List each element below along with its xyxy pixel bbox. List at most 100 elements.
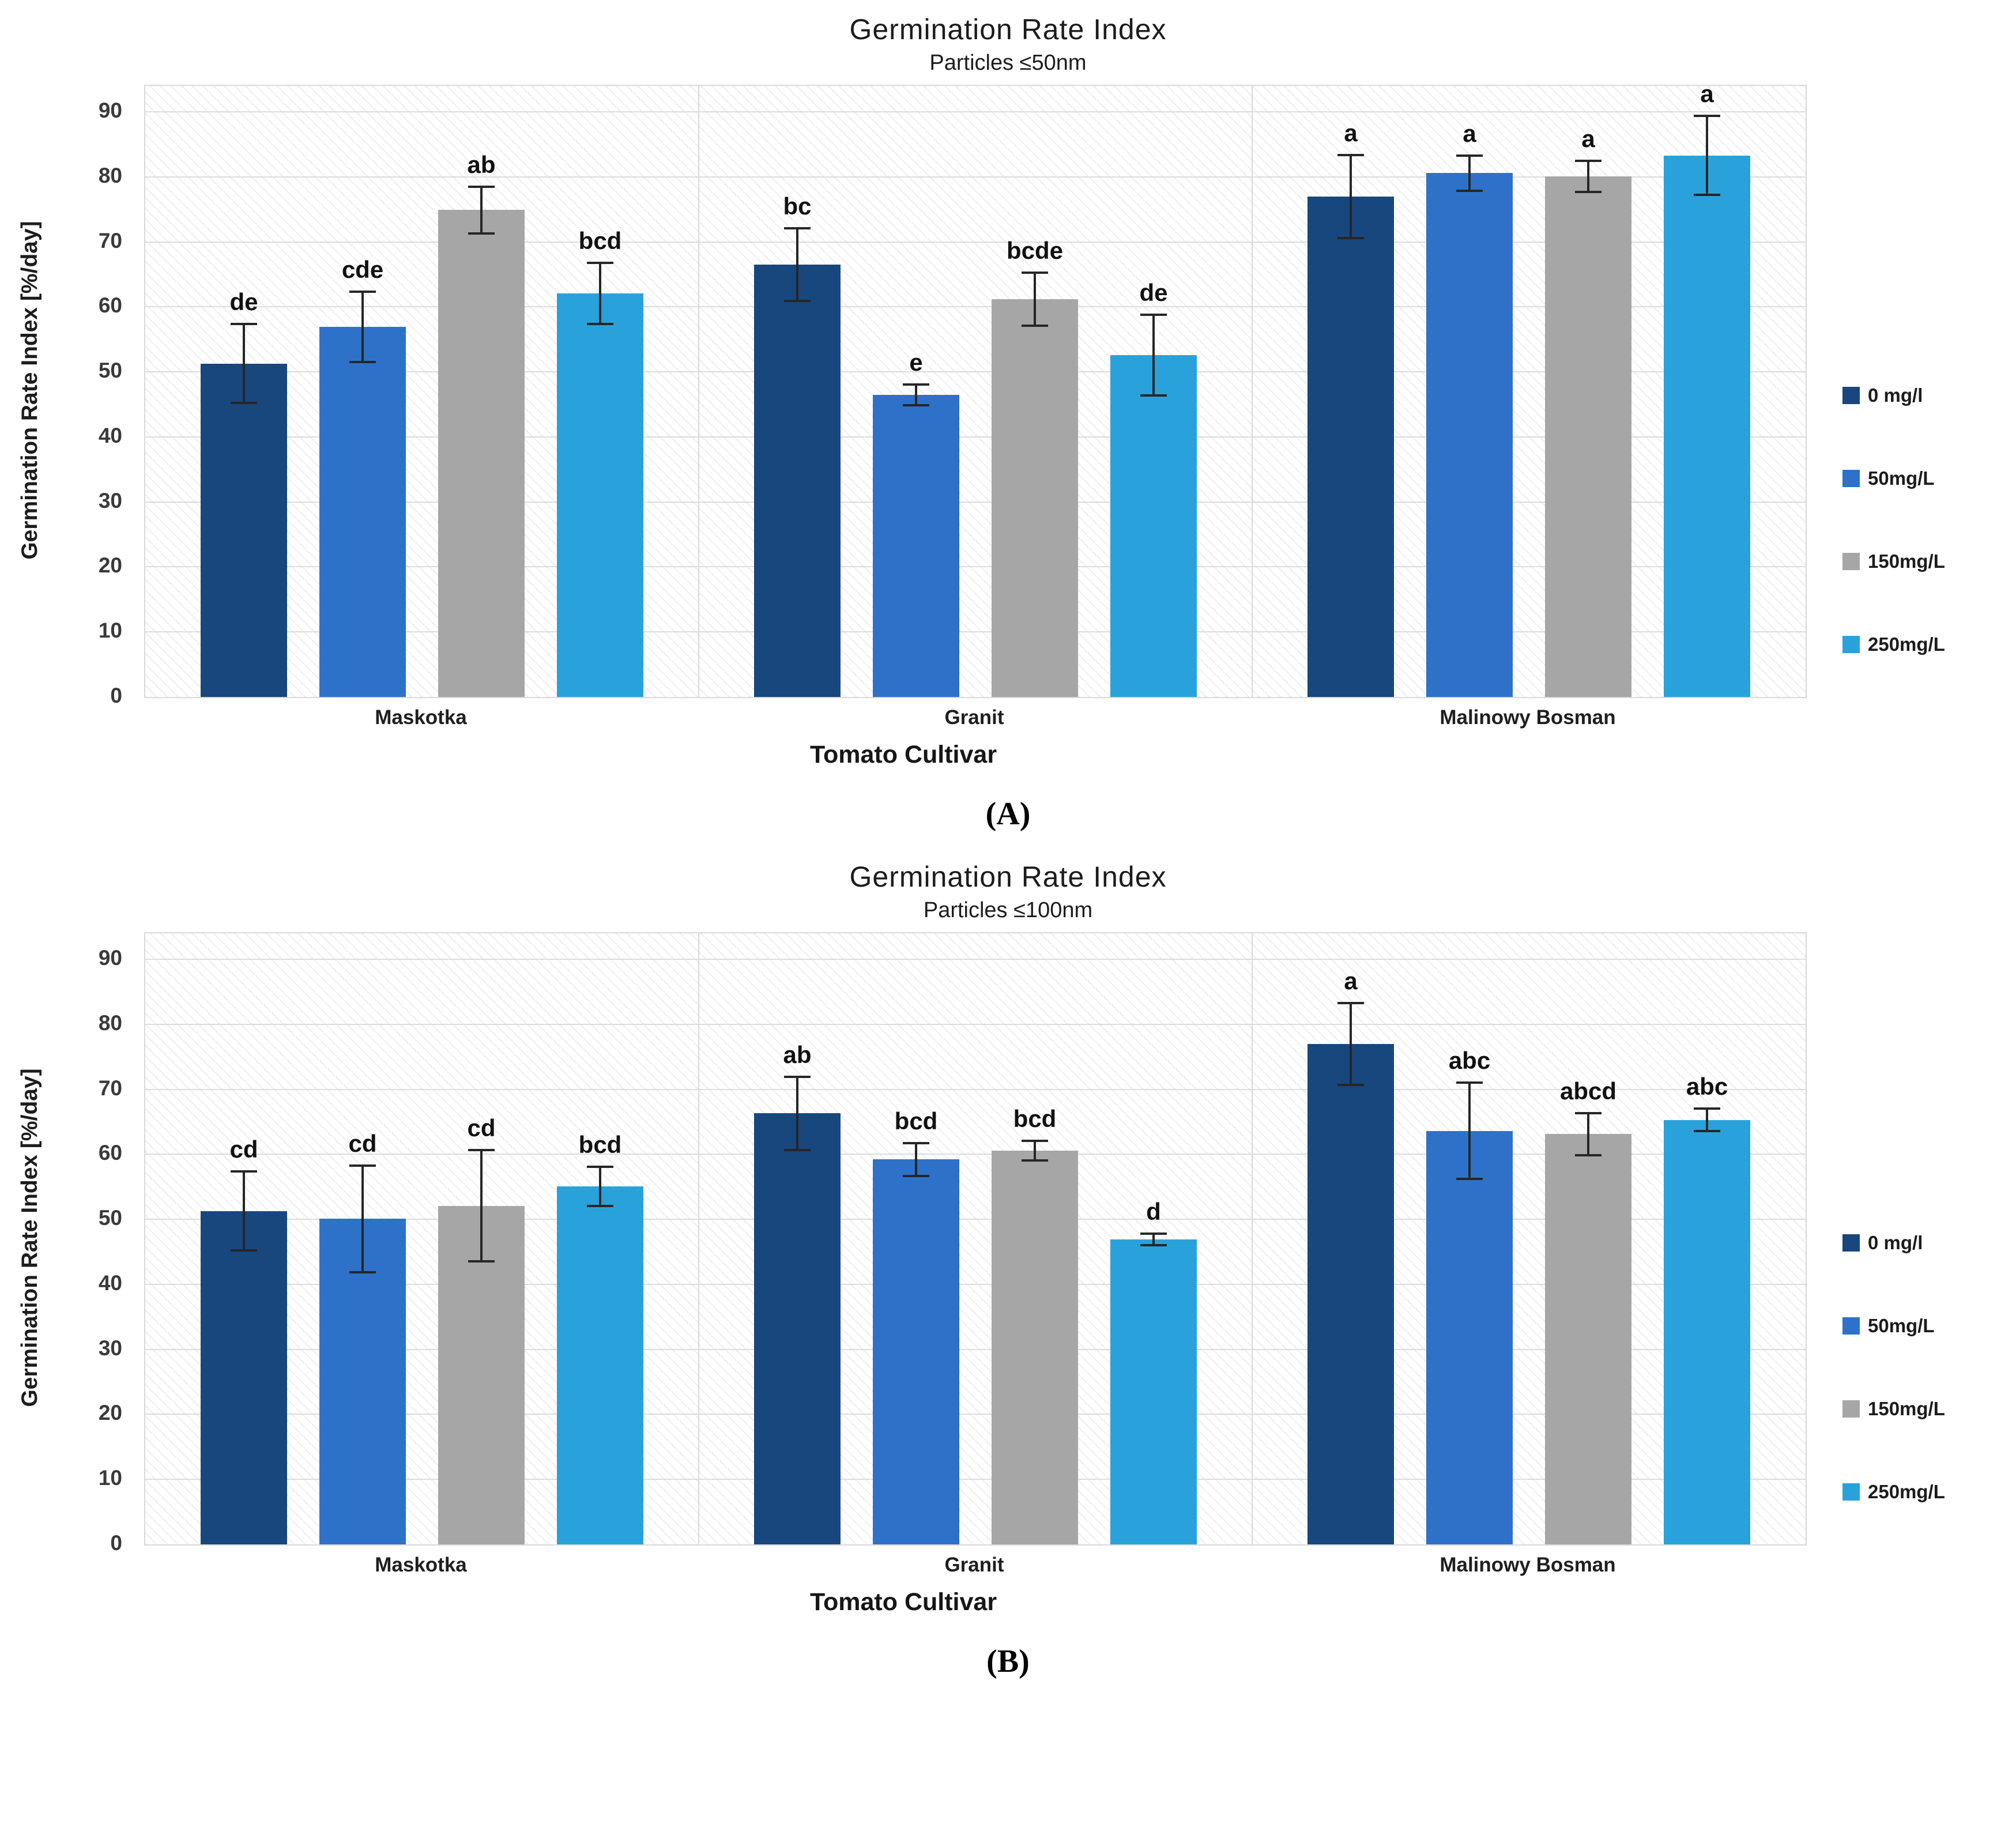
y-tick-label: 40 xyxy=(98,423,122,447)
error-bar-bottom-cap xyxy=(587,1204,613,1207)
error-bar-line xyxy=(1468,1083,1471,1179)
chart-subtitle: Particles ≤50nm xyxy=(929,51,1087,75)
significance-letter: de xyxy=(229,288,258,315)
significance-letter: bcd xyxy=(578,1130,622,1158)
error-bar-line xyxy=(915,1143,917,1176)
error-bar-line xyxy=(1706,115,1708,195)
error-bar-bottom-cap xyxy=(231,402,257,405)
error-bar-bottom-cap xyxy=(349,1271,376,1273)
bar xyxy=(1110,1239,1197,1544)
error-bar-bottom-cap xyxy=(587,322,613,325)
legend-item: 250mg/L xyxy=(1842,1481,2016,1503)
bar-slot: bcd xyxy=(873,933,959,1544)
error-bar-line xyxy=(1152,1233,1155,1246)
legend-label: 0 mg/l xyxy=(1868,1232,1923,1253)
bar xyxy=(201,1211,287,1544)
bar-slot: d xyxy=(1110,933,1197,1544)
significance-letter: abc xyxy=(1686,1073,1728,1100)
significance-letter: de xyxy=(1139,278,1168,306)
chart-a-body: Germination Rate Index [%/day] 0 10 20 30 40… xyxy=(0,80,2016,729)
significance-letter: bcd xyxy=(1013,1105,1057,1132)
y-axis: Germination Rate Index [%/day] 0 10 20 30 40… xyxy=(0,85,144,707)
bar-slot: bcd xyxy=(992,933,1078,1544)
y-tick-label: 20 xyxy=(98,1401,122,1425)
gridline xyxy=(145,566,1806,568)
gridline xyxy=(145,436,1806,438)
gridline xyxy=(145,371,1806,373)
gridline xyxy=(145,111,1806,113)
y-axis-title: Germination Rate Index [%/day] xyxy=(17,221,42,560)
legend-swatch xyxy=(1842,387,1860,404)
gridline xyxy=(145,241,1806,243)
gridline xyxy=(145,1088,1806,1090)
legend-item: 50mg/L xyxy=(1842,468,2016,489)
bar-slot: bcde xyxy=(992,86,1078,697)
y-tick-label: 60 xyxy=(98,1141,122,1165)
error-bar-bottom-cap xyxy=(903,404,929,406)
error-bar-bottom-cap xyxy=(468,1260,495,1263)
x-axis-title: Tomato Cultivar xyxy=(809,1588,997,1616)
gridline xyxy=(145,501,1806,503)
legend-swatch xyxy=(1842,1234,1860,1252)
x-axis-category-labels: Maskotka Granit Malinowy Bosman xyxy=(144,1554,1804,1577)
bar xyxy=(557,1186,643,1544)
error-bar-bottom-cap xyxy=(231,1249,257,1252)
y-tick-label: 90 xyxy=(98,99,122,123)
bar-slot: de xyxy=(201,86,287,697)
bar xyxy=(1307,1043,1394,1544)
bar xyxy=(1110,355,1197,697)
bar-slot: a xyxy=(1664,80,1750,697)
error-bar-line xyxy=(1350,1002,1352,1085)
error-bar-top-cap xyxy=(587,1165,613,1168)
y-tick-label: 30 xyxy=(98,1336,122,1360)
bar xyxy=(1307,196,1394,697)
bar xyxy=(201,363,287,697)
significance-letter: bcd xyxy=(578,227,622,254)
legend-label: 50mg/L xyxy=(1868,468,1935,489)
bar-group: ab bcd bcd d xyxy=(699,933,1252,1544)
error-bar-bottom-cap xyxy=(784,300,811,303)
error-bar-line xyxy=(361,1165,364,1272)
bar-slot: bcd xyxy=(557,933,643,1544)
bar-slot: ab xyxy=(754,933,841,1544)
legend-label: 50mg/L xyxy=(1868,1315,1935,1336)
legend-swatch xyxy=(1842,553,1860,570)
error-bar-top-cap xyxy=(468,1148,495,1151)
legend-label: 250mg/L xyxy=(1868,1481,1945,1502)
x-axis-title: Tomato Cultivar xyxy=(809,741,997,768)
error-bar-top-cap xyxy=(1575,159,1602,162)
bar xyxy=(1664,1120,1750,1544)
legend-item: 150mg/L xyxy=(1842,1398,2016,1420)
error-bar-bottom-cap xyxy=(1337,236,1364,239)
error-bar-bottom-cap xyxy=(1140,1244,1167,1247)
bar xyxy=(1664,155,1750,697)
plot-column: cd cd cd bcd ab bcd bcd d a abc abcd abc Maskotka Gr… xyxy=(144,932,1807,1577)
bar-groups: cd cd cd bcd ab bcd bcd d a abc abcd abc xyxy=(145,933,1806,1544)
error-bar-top-cap xyxy=(1575,1112,1602,1115)
bar xyxy=(319,327,406,697)
y-axis-title: Germination Rate Index [%/day] xyxy=(17,1068,42,1407)
gridline xyxy=(145,1023,1806,1025)
gridline xyxy=(145,306,1806,308)
panel-label-b: (B) xyxy=(986,1644,1030,1679)
gridline xyxy=(145,959,1806,960)
bar-slot: bc xyxy=(754,86,841,697)
error-bar-top-cap xyxy=(903,383,929,386)
legend-label: 250mg/L xyxy=(1868,634,1945,655)
bar-group: a abc abcd abc xyxy=(1252,933,1806,1544)
error-bar-bottom-cap xyxy=(468,232,495,235)
error-bar-line xyxy=(1350,154,1352,238)
error-bar-line xyxy=(599,1166,601,1206)
chart-title: Germination Rate Index xyxy=(849,13,1167,46)
error-bar-line xyxy=(243,1171,245,1251)
bar xyxy=(1545,1134,1631,1544)
error-bar-top-cap xyxy=(1140,1232,1167,1235)
bar-group: bc e bcde de xyxy=(699,86,1252,697)
bar-slot: a xyxy=(1307,933,1394,1544)
chart-b-body: Germination Rate Index [%/day] 0 10 20 30 40… xyxy=(0,932,2016,1577)
error-bar-line xyxy=(1034,272,1036,326)
significance-letter: a xyxy=(1344,967,1358,994)
error-bar-top-cap xyxy=(349,1164,376,1167)
legend: 0 mg/l 50mg/L 150mg/L 250mg/L xyxy=(1807,932,2016,1503)
error-bar-top-cap xyxy=(1022,1139,1048,1142)
